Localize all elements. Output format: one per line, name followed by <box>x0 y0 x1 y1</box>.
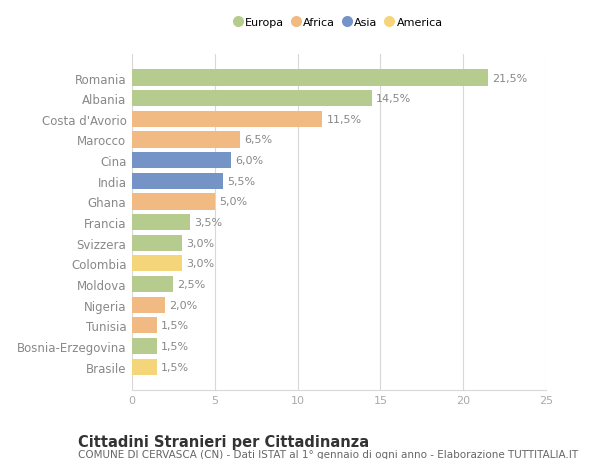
Text: 3,0%: 3,0% <box>186 238 214 248</box>
Bar <box>132 112 322 128</box>
Bar <box>132 297 165 313</box>
Text: 21,5%: 21,5% <box>492 73 527 84</box>
Text: 5,5%: 5,5% <box>227 176 256 186</box>
Bar <box>132 194 215 210</box>
Text: 14,5%: 14,5% <box>376 94 412 104</box>
Text: 1,5%: 1,5% <box>161 321 189 330</box>
Text: COMUNE DI CERVASCA (CN) - Dati ISTAT al 1° gennaio di ogni anno - Elaborazione T: COMUNE DI CERVASCA (CN) - Dati ISTAT al … <box>78 449 578 459</box>
Bar <box>132 235 182 251</box>
Text: 3,0%: 3,0% <box>186 259 214 269</box>
Text: 2,0%: 2,0% <box>169 300 197 310</box>
Bar <box>132 338 157 354</box>
Bar <box>132 256 182 272</box>
Text: 11,5%: 11,5% <box>326 115 362 124</box>
Bar <box>132 70 488 86</box>
Bar <box>132 359 157 375</box>
Bar <box>132 91 372 107</box>
Bar <box>132 174 223 190</box>
Text: 3,5%: 3,5% <box>194 218 222 228</box>
Text: 1,5%: 1,5% <box>161 362 189 372</box>
Bar <box>132 132 239 148</box>
Bar <box>132 153 232 169</box>
Text: 6,5%: 6,5% <box>244 135 272 145</box>
Bar <box>132 318 157 334</box>
Text: 1,5%: 1,5% <box>161 341 189 351</box>
Text: 2,5%: 2,5% <box>178 280 206 290</box>
Bar <box>132 276 173 292</box>
Bar <box>132 214 190 231</box>
Text: 5,0%: 5,0% <box>219 197 247 207</box>
Legend: Europa, Africa, Asia, America: Europa, Africa, Asia, America <box>231 14 447 33</box>
Text: Cittadini Stranieri per Cittadinanza: Cittadini Stranieri per Cittadinanza <box>78 434 369 449</box>
Text: 6,0%: 6,0% <box>235 156 263 166</box>
